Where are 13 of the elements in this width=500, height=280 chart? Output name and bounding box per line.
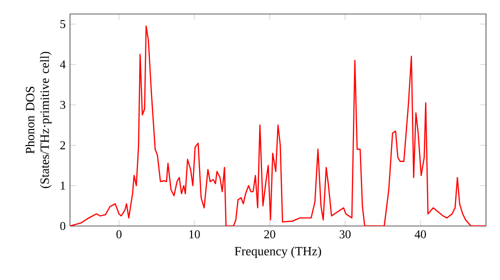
y-axis-title: Phonon DOS (States/THz·primitive cell) (25, 52, 52, 188)
y-tick-label: 2 (60, 141, 66, 150)
x-tick-label: 10 (189, 230, 200, 238)
x-tick-label: 0 (116, 230, 122, 238)
x-tick-label: 40 (414, 230, 426, 238)
x-tick-label: 20 (264, 230, 276, 238)
x-axis-title: Frequency (THz) (234, 246, 322, 258)
y-tick-label: 1 (60, 182, 66, 190)
y-tick-label: 0 (60, 222, 66, 230)
x-tick-label: 30 (340, 230, 351, 238)
y-tick-label: 4 (60, 60, 66, 68)
y-tick-label: 3 (60, 100, 66, 109)
y-tick-label: 5 (60, 20, 66, 28)
